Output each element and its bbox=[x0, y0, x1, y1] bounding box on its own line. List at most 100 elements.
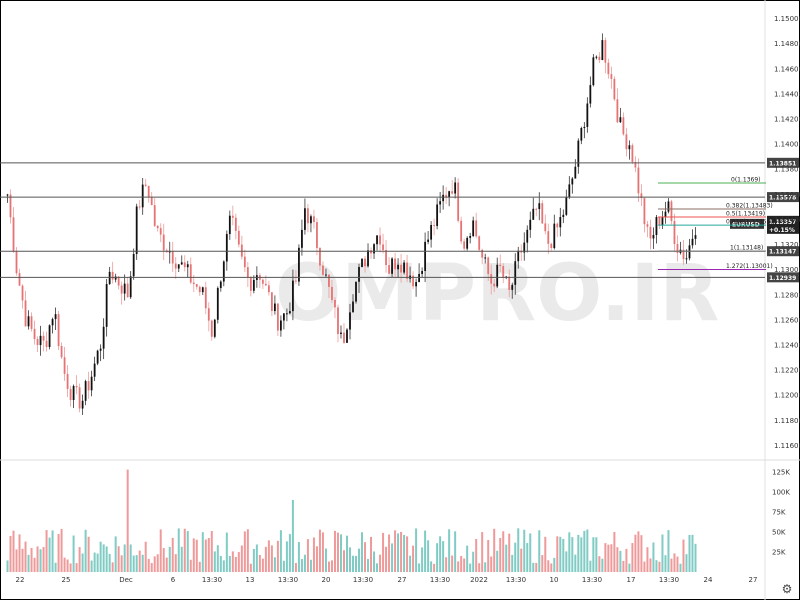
volume-bar bbox=[294, 562, 297, 572]
candle-body bbox=[292, 280, 294, 312]
candle-body bbox=[283, 313, 285, 321]
volume-bar bbox=[523, 529, 526, 572]
candle-body bbox=[84, 381, 87, 401]
volume-bar bbox=[45, 530, 48, 572]
candle-body bbox=[201, 287, 204, 293]
volume-bar bbox=[454, 531, 457, 572]
volume-bar bbox=[207, 537, 210, 572]
candle-body bbox=[367, 250, 369, 267]
current-price-change: +0.15% bbox=[769, 227, 795, 234]
volume-bar bbox=[210, 531, 213, 572]
candle-body bbox=[99, 348, 102, 351]
candle-body bbox=[183, 262, 186, 268]
volume-bar bbox=[159, 529, 162, 572]
volume-bar bbox=[57, 534, 60, 572]
candle-body bbox=[559, 217, 562, 228]
fibonacci-tool[interactable]: 0(1.1369) 0.382(1.13483)0.5(1.13419)0.618… bbox=[658, 177, 773, 271]
candle-body bbox=[48, 325, 51, 348]
fib-level-label: 0.382(1.13483) bbox=[726, 203, 773, 210]
volume-bar bbox=[622, 560, 625, 572]
candle-body bbox=[682, 249, 685, 260]
candle-body bbox=[355, 281, 357, 302]
time-tick-label: 13:30 bbox=[659, 576, 679, 584]
volume-bar bbox=[475, 538, 478, 572]
candle-body bbox=[517, 250, 520, 262]
candle-body bbox=[463, 241, 466, 249]
candle-body bbox=[511, 284, 514, 290]
candle-body bbox=[490, 274, 493, 284]
candle-body bbox=[376, 235, 378, 245]
current-price-label: 1.13357 bbox=[769, 219, 796, 226]
volume-bar bbox=[177, 528, 180, 572]
fib-level-label: 0.5(1.13419) bbox=[726, 211, 765, 218]
volume-bar bbox=[93, 552, 96, 572]
candle-body bbox=[96, 350, 99, 364]
price-axis[interactable]: 1.15000 1.14800 1.14600 1.14400 1.14200 1.140… bbox=[774, 15, 800, 450]
candle-body bbox=[63, 357, 66, 374]
candle-body bbox=[622, 117, 625, 135]
volume-bar bbox=[619, 550, 622, 572]
volume-bar bbox=[18, 534, 21, 572]
candle-body bbox=[147, 185, 150, 198]
gear-icon[interactable]: ⚙ bbox=[781, 582, 793, 596]
volume-bar bbox=[63, 557, 66, 572]
volume-bar bbox=[51, 530, 54, 572]
candle-body bbox=[195, 284, 198, 287]
candle-body bbox=[388, 265, 390, 274]
volume-bar bbox=[505, 544, 508, 572]
volume-bar bbox=[448, 529, 451, 572]
candle-body bbox=[418, 273, 420, 283]
candle-body bbox=[198, 286, 201, 293]
candle-body bbox=[469, 235, 472, 238]
volume-bar bbox=[352, 555, 355, 572]
level-price-tag bbox=[767, 246, 799, 257]
volume-bar bbox=[198, 561, 201, 572]
volume-bar bbox=[367, 558, 370, 572]
price-tick-label: 1.12400 bbox=[774, 342, 800, 350]
candle-body bbox=[421, 270, 424, 274]
candle-body bbox=[631, 145, 634, 163]
time-axis[interactable]: 22 25 Dec 6 13:30 13 13:30 20 13:30 27 13:30 2022 13… bbox=[16, 576, 758, 584]
candle-body bbox=[448, 191, 451, 198]
volume-bar bbox=[670, 558, 673, 572]
volume-bar bbox=[658, 561, 661, 572]
candle-body bbox=[180, 262, 183, 265]
candle-body bbox=[652, 234, 655, 239]
candle-body bbox=[340, 332, 342, 334]
volume-bar bbox=[574, 554, 577, 572]
candle-body bbox=[643, 198, 646, 225]
candle-body bbox=[514, 261, 517, 285]
candle-body bbox=[243, 256, 246, 268]
time-tick-label: Dec bbox=[119, 576, 133, 584]
candle-body bbox=[319, 248, 321, 266]
volume-bar bbox=[237, 552, 240, 572]
volume-bar bbox=[418, 563, 421, 572]
price-tick-label: 1.13800 bbox=[774, 166, 800, 174]
candle-body bbox=[586, 103, 589, 127]
time-tick-label: 2022 bbox=[470, 576, 488, 584]
volume-bar bbox=[240, 545, 243, 572]
candle-body bbox=[358, 267, 360, 282]
volume-bar bbox=[571, 537, 574, 572]
volume-bar bbox=[183, 528, 186, 572]
candle-body bbox=[222, 261, 225, 282]
candle-body bbox=[207, 308, 210, 321]
volume-bar bbox=[192, 538, 195, 572]
candle-body bbox=[60, 346, 63, 358]
volume-bar bbox=[391, 543, 394, 572]
volume-bar bbox=[460, 556, 463, 572]
volume-bar bbox=[544, 536, 547, 572]
candle-body bbox=[664, 211, 667, 218]
price-tick-label: 1.13400 bbox=[774, 216, 800, 224]
candle-body bbox=[547, 231, 550, 244]
volume-bar bbox=[120, 555, 123, 572]
volume-bars bbox=[6, 469, 697, 572]
candle-body bbox=[673, 220, 676, 245]
candle-body bbox=[406, 262, 408, 279]
candle-body bbox=[529, 219, 532, 230]
candle-body bbox=[261, 279, 264, 284]
candles bbox=[6, 33, 697, 415]
volume-bar bbox=[243, 531, 246, 572]
candle-body bbox=[595, 56, 598, 58]
